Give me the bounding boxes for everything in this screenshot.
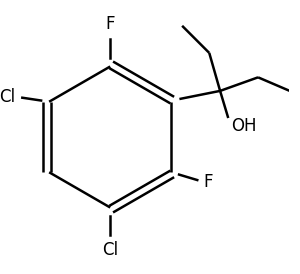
Text: OH: OH bbox=[231, 117, 256, 135]
Text: F: F bbox=[204, 173, 213, 191]
Text: Cl: Cl bbox=[102, 241, 118, 259]
Text: Cl: Cl bbox=[0, 88, 16, 106]
Text: F: F bbox=[106, 15, 115, 33]
